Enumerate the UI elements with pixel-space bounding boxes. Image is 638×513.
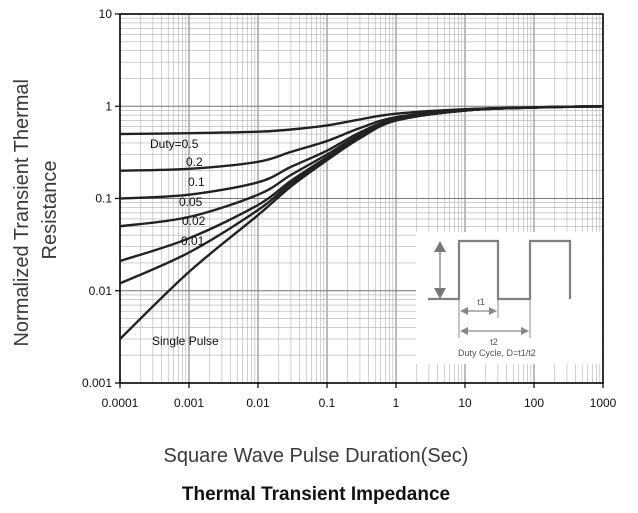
x-tick-label: 1 — [393, 396, 400, 410]
y-axis-title-line-2: Resistance — [39, 161, 61, 260]
x-tick-label: 0.0001 — [102, 396, 139, 410]
y-tick-label: 0.1 — [95, 192, 112, 206]
tick-labels: 0.0001 0.001 0.01 0.1 1 10 100 1000 0.001 0.01 0.1… — [82, 7, 617, 410]
y-tick-label: 0.001 — [82, 376, 112, 390]
curves — [119, 105, 604, 340]
curve-label-6: Single Pulse — [152, 334, 219, 348]
x-tick-label: 100 — [524, 396, 544, 410]
y-tick-label: 0.01 — [89, 284, 113, 298]
x-tick-label: 1000 — [590, 396, 617, 410]
y-tick-label: 1 — [105, 99, 112, 113]
chart-title: Thermal Transient Impedance — [182, 484, 450, 505]
duty-cycle-label: Duty Cycle, D=t1/t2 — [458, 348, 536, 358]
curve-label-3: 0.05 — [179, 195, 203, 209]
arrow-left-icon — [460, 327, 468, 335]
x-tick-label: 0.001 — [174, 396, 204, 410]
curve-label-2: 0.1 — [188, 175, 205, 189]
curve-label-5: 0.01 — [181, 234, 205, 248]
series-line-6 — [119, 105, 604, 340]
x-tick-label: 0.1 — [319, 396, 336, 410]
t1-label: t1 — [477, 297, 485, 307]
arrow-left-icon — [460, 307, 468, 315]
curve-label-1: 0.2 — [186, 155, 203, 169]
y-tick-label: 10 — [99, 7, 113, 21]
curve-label-0: Duty=0.5 — [150, 137, 199, 151]
x-tick-label: 0.01 — [246, 396, 270, 410]
arrow-up-icon — [434, 241, 446, 252]
curve-label-4: 0.02 — [182, 214, 206, 228]
curve-labels: Duty=0.5 0.2 0.1 0.05 0.02 0.01 Single Pulse — [150, 137, 219, 348]
x-axis-title: Square Wave Pulse Duration(Sec) — [164, 445, 469, 467]
y-axis-title-line-1: Normalized Transient Thermal — [11, 79, 33, 347]
y-axis-title: Normalized Transient Thermal Resistance — [11, 73, 61, 346]
x-tick-label: 10 — [458, 396, 472, 410]
arrow-right-icon — [489, 307, 497, 315]
arrow-down-icon — [434, 288, 446, 299]
arrow-right-icon — [521, 327, 529, 335]
t2-label: t2 — [490, 337, 498, 347]
